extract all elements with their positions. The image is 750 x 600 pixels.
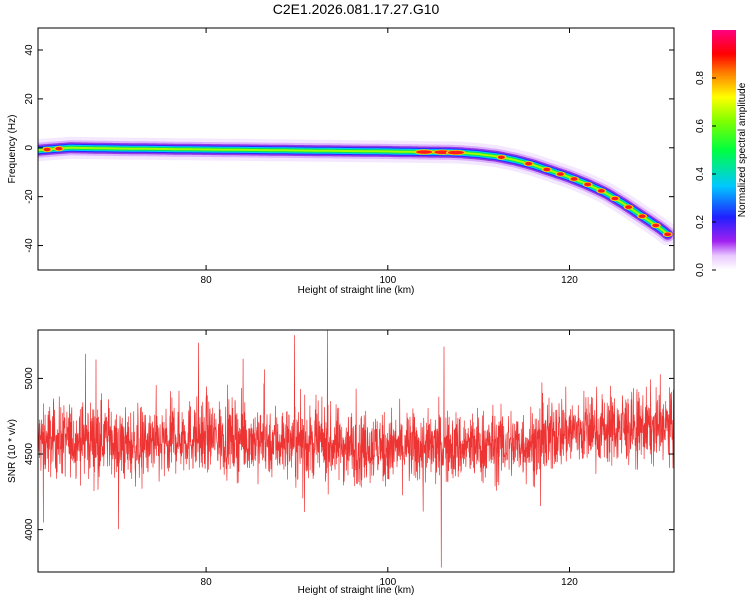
spectrogram-x-tick-label: 80: [201, 275, 213, 286]
colorbar-ticks: 0.0 0.2 0.4 0.6 0.8: [695, 71, 716, 277]
spectrogram-y-tick-label: -20: [24, 189, 35, 204]
spectrogram-hotspot: [664, 232, 672, 237]
spectrogram-y-axis: -40 -20 0 20 40: [24, 44, 674, 253]
colorbar-tick-label: 0.2: [695, 215, 706, 229]
spectrogram-hotspot: [416, 150, 433, 154]
snr-y-tick-label: 4500: [24, 442, 35, 465]
spectrogram-hotspot: [55, 146, 63, 151]
snr-y-axis-label: SNR (10 * v/v): [7, 419, 18, 483]
spectrogram-hotspot: [652, 223, 660, 228]
colorbar-tick-label: 0.8: [695, 71, 706, 85]
spectrogram-hotspot: [556, 172, 564, 176]
spectrogram-panel: 80 100 120 -40 -20 0 20 40 Height of straight …: [7, 27, 675, 296]
spectrogram-x-axis-label: Height of straight line (km): [298, 285, 415, 296]
page-title: C2E1.2026.081.17.27.G10: [273, 1, 440, 17]
spectrogram-hotspot: [43, 147, 51, 152]
snr-x-axis-label: Height of straight line (km): [298, 585, 415, 596]
spectrogram-frame: [37, 27, 675, 271]
spectrogram-hotspot: [597, 189, 605, 193]
colorbar-tick-label: 0.6: [695, 119, 706, 133]
snr-panel: 80 100 120 4000 4500 5000 Height of straight…: [7, 329, 675, 596]
snr-y-tick-label: 5000: [24, 367, 35, 390]
spectrogram-hotspot: [638, 214, 646, 219]
spectrogram-x-axis: 80 100 120: [201, 28, 578, 286]
spectrogram-x-tick-label: 120: [561, 275, 578, 286]
snr-series-line: [38, 330, 674, 568]
spectrogram-hotspot: [497, 155, 505, 160]
spectrogram-hotspot: [625, 205, 633, 209]
spectrogram-hotspot: [543, 167, 551, 172]
colorbar-tick-label: 0.4: [695, 167, 706, 181]
snr-frame: [37, 329, 675, 573]
spectrogram-y-tick-label: -40: [24, 238, 35, 253]
spectrogram-ridge-group: [38, 136, 674, 246]
colorbar-gradient: [712, 30, 736, 270]
spectrogram-y-tick-label: 20: [24, 93, 35, 105]
spectrogram-y-tick-label: 40: [24, 44, 35, 56]
spectrogram-y-axis-label: Frequency (Hz): [7, 115, 18, 184]
spectrogram-y-tick-label: 0: [24, 145, 35, 151]
spectrogram-x-tick-label: 100: [379, 275, 396, 286]
snr-x-tick-label: 80: [201, 577, 213, 588]
colorbar-label: Normalized spectral amplitude: [737, 82, 748, 217]
spectrogram-hotspot: [447, 150, 464, 155]
spectrogram-hotspot: [584, 182, 592, 187]
snr-x-axis: 80 100 120: [201, 330, 578, 588]
snr-x-tick-label: 100: [379, 577, 396, 588]
spectrogram-hotspot: [611, 196, 619, 201]
colorbar: 0.0 0.2 0.4 0.6 0.8 Normalized spectral ampl…: [695, 30, 748, 277]
snr-y-axis: 4000 4500 5000: [24, 367, 674, 541]
snr-y-tick-label: 4000: [24, 518, 35, 541]
spectrogram-hotspot: [525, 161, 533, 166]
snr-x-tick-label: 120: [561, 577, 578, 588]
colorbar-tick-label: 0.0: [695, 263, 706, 277]
spectrogram-hotspot: [570, 177, 578, 181]
